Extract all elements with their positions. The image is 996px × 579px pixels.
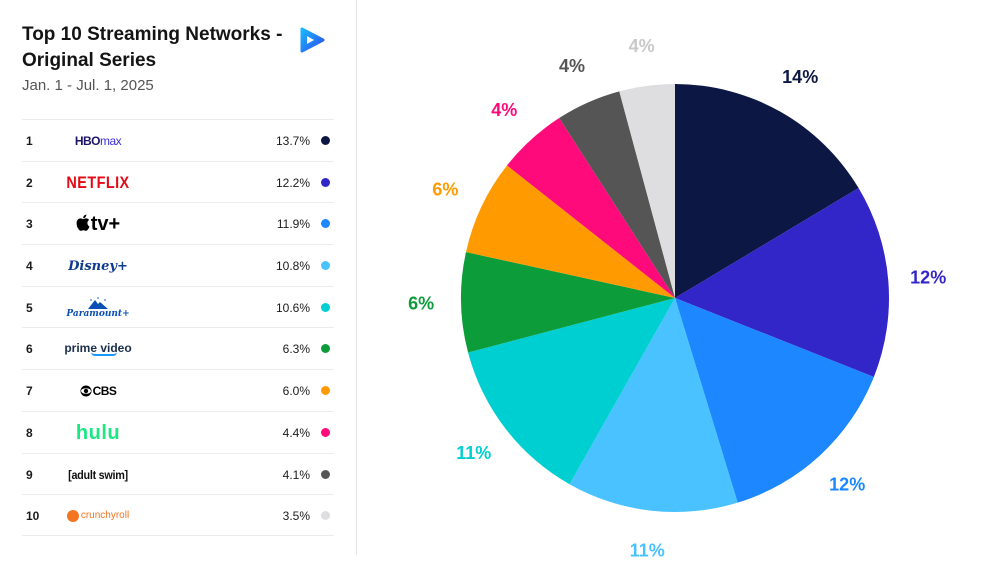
- slice-label-disney: 11%: [630, 541, 665, 561]
- rank-number: 1: [26, 134, 33, 148]
- legend-dot: [321, 469, 330, 479]
- slice-label-apple-tv: 12%: [829, 475, 865, 495]
- rank-number: 3: [26, 217, 33, 232]
- prime-video-logo: prime video: [64, 337, 132, 361]
- rank-number: 9: [26, 467, 33, 482]
- share-value: 10.6%: [275, 300, 310, 315]
- amazon-smile-icon: [91, 352, 117, 357]
- slice-label-hbo-max: 14%: [782, 67, 818, 87]
- crunchyroll-logo: crunchyroll: [66, 504, 130, 528]
- table-row: 6 prime video 6.3%: [22, 327, 334, 369]
- legend-dot: [321, 386, 330, 396]
- share-value: 6.3%: [282, 342, 310, 357]
- table-row: 2 NETFLIX 12.2%: [22, 160, 334, 203]
- prime-video-logo-text: prime video: [64, 341, 132, 356]
- table-row: 10 crunchyroll 3.5%: [22, 494, 334, 536]
- legend-dot: [321, 511, 330, 521]
- rank-table: 1 HBO max 13.7% 2 NETFLIX 12.2% 3 tv+ 11.…: [22, 119, 334, 536]
- pie-slice-disney: [569, 298, 738, 513]
- table-row: 5 Paramount+ 10.6%: [22, 285, 334, 328]
- paramount-plus-logo-text: Paramount+: [66, 308, 130, 319]
- rank-number: 7: [26, 384, 33, 399]
- pie-slice-hbo-max: [675, 84, 859, 298]
- slice-label-adult-swim: 4%: [559, 56, 585, 76]
- table-row: 7 CBS 6.0%: [22, 369, 334, 411]
- rank-number: 4: [26, 259, 33, 274]
- slice-label-cbs: 6%: [432, 179, 458, 199]
- cbs-logo: CBS: [66, 379, 130, 403]
- share-value: 4.4%: [282, 425, 310, 440]
- cbs-logo-text: CBS: [92, 384, 117, 399]
- hbo-max-logo-text: HBO: [74, 134, 101, 148]
- slice-label-netflix: 12%: [910, 268, 946, 288]
- legend-dot: [321, 177, 330, 187]
- pie-slice-hulu: [506, 118, 675, 298]
- hbo-max-logo-text-max: max: [100, 134, 122, 148]
- pie-chart-svg: 14% 12% 12% 11% 11% 6% 6% 4% 4% 4%: [408, 36, 946, 561]
- crunchyroll-logo-text: crunchyroll: [80, 510, 130, 522]
- pie-slice-paramount: [468, 298, 675, 485]
- slice-label-paramount: 11%: [456, 443, 491, 463]
- hulu-logo: hulu: [75, 421, 121, 444]
- table-row: 9 [adult swim] 4.1%: [22, 452, 334, 495]
- legend-dot: [321, 136, 330, 145]
- chart-title: Top 10 Streaming Networks - Original Ser…: [22, 24, 283, 71]
- share-value: 11.9%: [276, 217, 310, 232]
- play-triangle-logo-icon: [300, 27, 325, 53]
- pie-slice-prime-video: [461, 252, 675, 353]
- pie-slice-adult-swim: [559, 91, 675, 298]
- pie-slice-netflix: [675, 187, 889, 377]
- rank-number: 6: [26, 342, 33, 357]
- slice-label-prime-video: 6%: [408, 293, 434, 313]
- table-row: 1 HBO max 13.7%: [22, 119, 334, 161]
- rank-number: 8: [26, 425, 33, 440]
- share-value: 13.7%: [275, 134, 310, 148]
- legend-dot: [321, 344, 330, 354]
- apple-tv-plus-logo: tv+: [66, 212, 130, 236]
- legend-dot: [321, 427, 330, 437]
- pie-slice-apple-tv: [675, 298, 874, 503]
- panel-divider: [356, 0, 357, 555]
- share-value: 12.2%: [275, 175, 310, 190]
- hbo-max-logo: HBO max: [66, 129, 130, 153]
- table-row: 3 tv+ 11.9%: [22, 202, 334, 244]
- legend-dot: [321, 261, 330, 271]
- rank-number: 5: [26, 300, 33, 315]
- pie-chart: 14% 12% 12% 11% 11% 6% 6% 4% 4% 4%: [357, 0, 996, 579]
- pie-slice-crunchyroll: [619, 84, 675, 298]
- apple-tv-plus-logo-text: tv+: [90, 213, 121, 236]
- adult-swim-logo: [adult swim]: [68, 467, 128, 482]
- legend-dot: [321, 219, 330, 229]
- table-row: 4 Disney+ 10.8%: [22, 244, 334, 286]
- share-value: 4.1%: [282, 467, 310, 482]
- cbs-eye-icon: [80, 385, 92, 397]
- share-value: 3.5%: [282, 509, 310, 524]
- legend-dot: [321, 302, 330, 312]
- date-range: Jan. 1 - Jul. 1, 2025: [22, 77, 154, 94]
- slice-label-hulu: 4%: [491, 100, 517, 120]
- pie-slice-cbs: [465, 165, 675, 298]
- share-value: 6.0%: [282, 384, 310, 399]
- crunchyroll-icon: [66, 510, 79, 523]
- rank-number: 2: [26, 175, 33, 190]
- table-row: 8 hulu 4.4%: [22, 410, 334, 453]
- disney-plus-logo: Disney+: [68, 258, 128, 274]
- slice-label-crunchyroll: 4%: [629, 36, 655, 56]
- rank-number: 10: [26, 509, 40, 524]
- apple-icon: [76, 214, 90, 232]
- netflix-logo: NETFLIX: [66, 173, 130, 193]
- legend-panel: Top 10 Streaming Networks - Original Ser…: [0, 0, 356, 579]
- mountain-icon: [88, 296, 108, 309]
- share-value: 10.8%: [275, 259, 310, 274]
- paramount-plus-logo: Paramount+: [66, 296, 130, 320]
